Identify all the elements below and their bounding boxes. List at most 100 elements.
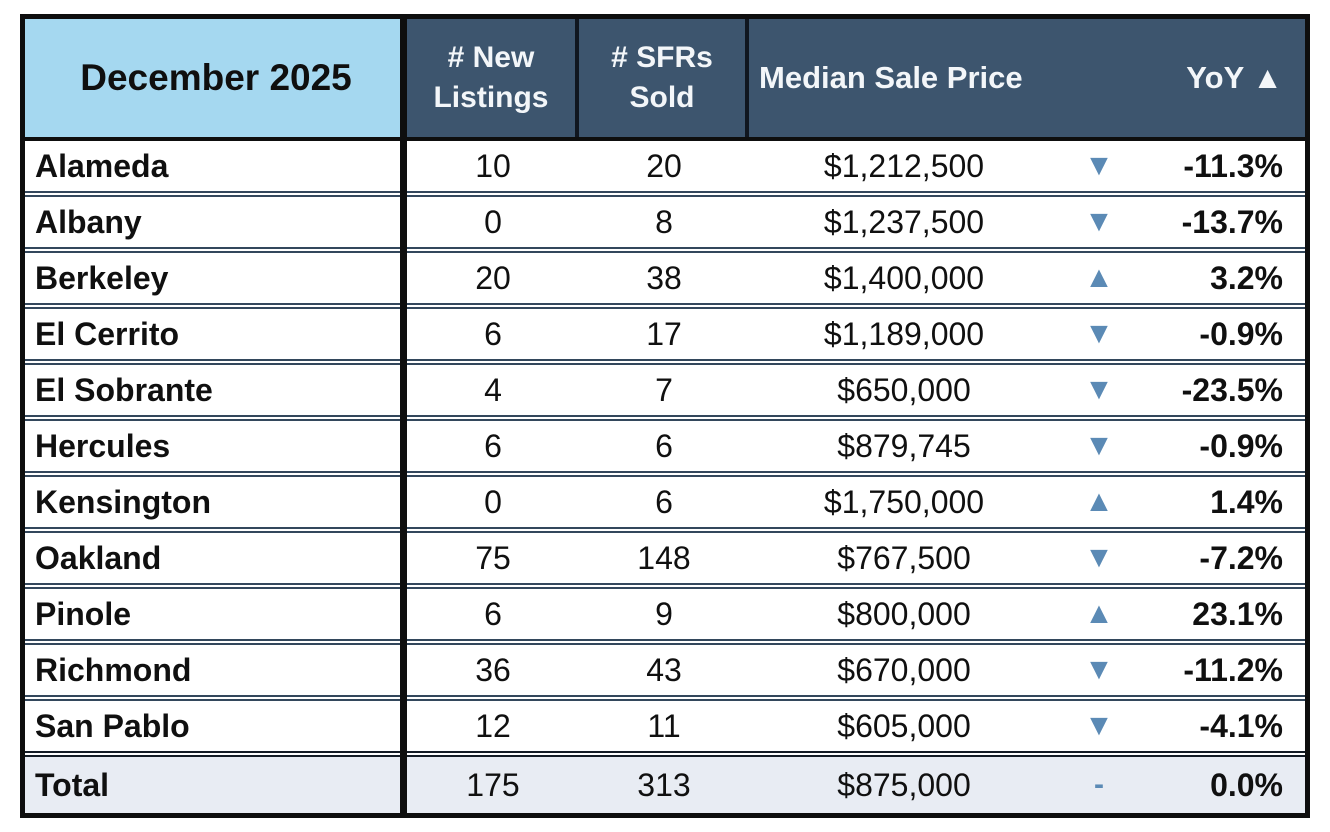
median-price-cell: $670,000 [837, 651, 971, 688]
price-yoy-group: $800,000 ▲ 23.1% [749, 596, 1305, 633]
trend-arrow-icon: ▲ [1084, 485, 1114, 518]
period-label: December 2025 [80, 57, 352, 98]
table-row: El Sobrante 4 7 $650,000 ▼ -23.5% [25, 365, 1305, 421]
price-yoy-group: $650,000 ▼ -23.5% [749, 372, 1305, 409]
median-price-cell: $1,400,000 [823, 259, 985, 296]
column-divider-line [400, 19, 407, 813]
price-yoy-group: $670,000 ▼ -11.2% [749, 652, 1305, 689]
median-price-cell: $1,212,500 [823, 147, 985, 184]
real-estate-table: December 2025 # New Listings # SFRs Sold… [20, 14, 1310, 818]
table-row: Albany 0 8 $1,237,500 ▼ -13.7% [25, 197, 1305, 253]
total-yoy-cell: 0.0% [1210, 766, 1283, 803]
trend-arrow-icon: ▼ [1084, 149, 1114, 182]
sfrs-sold-cell: 20 [646, 147, 682, 184]
new-listings-header-line1: # New [447, 41, 535, 74]
yoy-header-label: YoY ▲ [1186, 60, 1283, 95]
new-listings-cell: 36 [475, 651, 511, 688]
sfrs-sold-header-line2: Sold [629, 81, 695, 114]
yoy-cell: -7.2% [1199, 539, 1283, 576]
yoy-cell: -11.3% [1183, 147, 1283, 184]
city-cell: San Pablo [35, 707, 190, 744]
yoy-cell: -11.2% [1183, 651, 1283, 688]
price-yoy-group: $1,750,000 ▲ 1.4% [749, 484, 1305, 521]
sfrs-sold-cell: 17 [646, 315, 682, 352]
city-cell: Pinole [35, 595, 132, 632]
median-price-cell: $879,745 [837, 427, 971, 464]
sfrs-sold-cell: 8 [655, 203, 673, 240]
new-listings-cell: 0 [484, 483, 502, 520]
city-cell: Oakland [35, 539, 162, 576]
median-price-cell: $650,000 [837, 371, 971, 408]
table-row: Pinole 6 9 $800,000 ▲ 23.1% [25, 589, 1305, 645]
sfrs-sold-cell: 6 [655, 483, 673, 520]
city-cell: Kensington [35, 483, 211, 520]
yoy-cell: 3.2% [1210, 259, 1283, 296]
table-row: El Cerrito 6 17 $1,189,000 ▼ -0.9% [25, 309, 1305, 365]
sfrs-sold-cell: 11 [647, 707, 681, 744]
new-listings-cell: 12 [475, 707, 511, 744]
yoy-cell: -0.9% [1199, 427, 1283, 464]
trend-arrow-icon: ▼ [1084, 653, 1114, 686]
price-yoy-group: $1,189,000 ▼ -0.9% [749, 316, 1305, 353]
city-cell: El Cerrito [35, 315, 180, 352]
trend-arrow-icon: ▲ [1084, 261, 1114, 294]
new-listings-cell: 6 [484, 427, 502, 464]
trend-arrow-icon: ▼ [1084, 429, 1114, 462]
price-yoy-group: $605,000 ▼ -4.1% [749, 708, 1305, 745]
new-listings-cell: 4 [484, 371, 502, 408]
trend-arrow-icon: ▼ [1084, 205, 1114, 238]
city-cell: Alameda [35, 147, 169, 184]
table-row: Hercules 6 6 $879,745 ▼ -0.9% [25, 421, 1305, 477]
median-price-header-label: Median Sale Price [759, 60, 1023, 95]
sfrs-sold-cell: 43 [646, 651, 682, 688]
median-price-cell: $1,750,000 [823, 483, 985, 520]
sfrs-sold-cell: 148 [637, 539, 691, 576]
median-price-cell: $800,000 [837, 595, 971, 632]
table-row: Oakland 75 148 $767,500 ▼ -7.2% [25, 533, 1305, 589]
table-row: Alameda 10 20 $1,212,500 ▼ -11.3% [25, 141, 1305, 197]
price-yoy-group: $767,500 ▼ -7.2% [749, 540, 1305, 577]
total-new-listings-cell: 175 [466, 766, 520, 803]
sfrs-sold-header-line1: # SFRs [611, 41, 713, 74]
price-yoy-group: $1,400,000 ▲ 3.2% [749, 260, 1305, 297]
new-listings-cell: 75 [475, 539, 511, 576]
trend-arrow-icon: ▲ [1084, 597, 1114, 630]
sfrs-sold-cell: 38 [646, 259, 682, 296]
median-price-cell: $605,000 [837, 707, 971, 744]
sfrs-sold-cell: 7 [655, 371, 673, 408]
yoy-cell: -23.5% [1181, 371, 1283, 408]
table-header-row: December 2025 # New Listings # SFRs Sold… [25, 19, 1305, 141]
total-sfrs-sold-cell: 313 [637, 766, 691, 803]
yoy-cell: -13.7% [1181, 203, 1283, 240]
sfrs-sold-header-cell: # SFRs Sold [579, 19, 749, 137]
city-cell: Berkeley [35, 259, 169, 296]
table-row: Richmond 36 43 $670,000 ▼ -11.2% [25, 645, 1305, 701]
city-cell: Richmond [35, 651, 192, 688]
new-listings-cell: 6 [484, 595, 502, 632]
price-yoy-header-cell: Median Sale Price YoY ▲ [749, 19, 1305, 137]
city-cell: El Sobrante [35, 371, 213, 408]
trend-arrow-icon: ▼ [1084, 709, 1114, 742]
table-row: San Pablo 12 11 $605,000 ▼ -4.1% [25, 701, 1305, 757]
median-price-cell: $1,189,000 [823, 315, 985, 352]
table-row: Kensington 0 6 $1,750,000 ▲ 1.4% [25, 477, 1305, 533]
no-change-dash-icon: - [1094, 768, 1104, 801]
new-listings-cell: 10 [475, 147, 511, 184]
price-yoy-group: $1,212,500 ▼ -11.3% [749, 148, 1305, 185]
price-yoy-group: $879,745 ▼ -0.9% [749, 428, 1305, 465]
price-yoy-group: $875,000 - 0.0% [749, 767, 1305, 804]
total-row: Total 175 313 $875,000 - 0.0% [25, 757, 1305, 813]
new-listings-header-label: # New Listings [433, 38, 548, 118]
trend-arrow-icon: ▼ [1084, 373, 1114, 406]
yoy-cell: 1.4% [1210, 483, 1283, 520]
city-cell: Hercules [35, 427, 171, 464]
sfrs-sold-header-label: # SFRs Sold [611, 38, 713, 118]
sfrs-sold-cell: 9 [655, 595, 673, 632]
period-header-cell: December 2025 [25, 19, 407, 137]
new-listings-cell: 0 [484, 203, 502, 240]
trend-arrow-icon: ▼ [1084, 317, 1114, 350]
trend-arrow-icon: ▼ [1084, 541, 1114, 574]
yoy-cell: -4.1% [1199, 707, 1283, 744]
new-listings-header-line2: Listings [433, 81, 549, 114]
